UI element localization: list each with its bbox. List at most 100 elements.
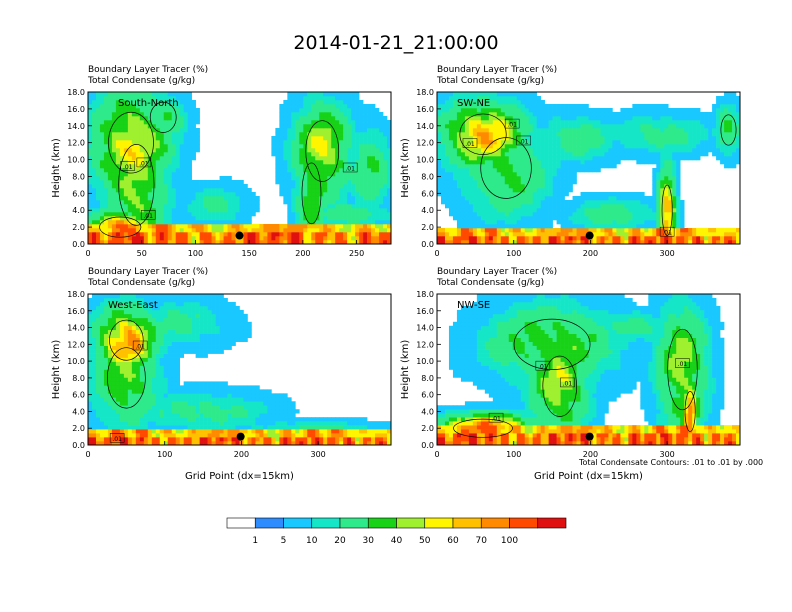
heatmap-cell <box>135 204 141 209</box>
heatmap-cell <box>307 136 312 141</box>
heatmap-cell <box>660 120 665 125</box>
heatmap-cell <box>460 212 466 217</box>
heatmap-cell <box>584 240 589 245</box>
heatmap-cell <box>568 232 573 237</box>
heatmap-cell <box>339 180 344 185</box>
heatmap-cell <box>668 136 673 141</box>
heatmap-cell <box>187 204 192 209</box>
heatmap-cell <box>456 204 462 209</box>
heatmap-cell <box>588 144 593 149</box>
heatmap-cell <box>347 120 352 125</box>
heatmap-cell <box>203 232 208 237</box>
heatmap-cell <box>672 172 677 177</box>
heatmap-cell <box>636 148 641 153</box>
heatmap-cell <box>223 184 228 189</box>
heatmap-cell <box>359 132 364 137</box>
heatmap-cell <box>584 160 589 165</box>
heatmap-cell <box>175 168 180 173</box>
heatmap-cell <box>540 132 545 137</box>
heatmap-cell <box>371 144 376 149</box>
heatmap-cell <box>375 156 380 161</box>
heatmap-cell <box>287 128 292 133</box>
heatmap-cell <box>712 240 717 245</box>
heatmap-cell <box>115 144 121 149</box>
heatmap-cell <box>351 92 356 97</box>
heatmap-cell <box>488 232 494 237</box>
heatmap-cell <box>496 184 502 189</box>
heatmap-cell <box>151 196 157 201</box>
heatmap-cell <box>307 204 312 209</box>
heatmap-cell <box>187 148 192 153</box>
heatmap-cell <box>347 160 352 165</box>
heatmap-cell <box>632 136 637 141</box>
heatmap-cell <box>299 192 304 197</box>
heatmap-cell <box>444 232 450 237</box>
heatmap-cell <box>171 152 177 157</box>
heatmap-cell <box>287 104 292 109</box>
heatmap-cell <box>171 148 177 153</box>
heatmap-cell <box>492 228 498 233</box>
heatmap-cell <box>504 124 510 129</box>
heatmap-cell <box>287 188 292 193</box>
heatmap-cell <box>668 168 673 173</box>
heatmap-cell <box>476 184 482 189</box>
heatmap-cell <box>203 192 208 197</box>
heatmap-cell <box>484 124 490 129</box>
y-tick-label: 16.0 <box>416 105 434 114</box>
heatmap-cell <box>143 160 149 165</box>
heatmap-cell <box>199 208 204 213</box>
heatmap-cell <box>311 100 316 105</box>
heatmap-cell <box>283 148 288 153</box>
heatmap-cell <box>123 433 129 438</box>
heatmap-cell <box>123 441 129 446</box>
heatmap-cell <box>355 100 360 105</box>
heatmap-cell <box>480 208 486 213</box>
heatmap-cell <box>508 188 514 193</box>
heatmap-cell <box>500 100 506 105</box>
heatmap-cell <box>175 204 180 209</box>
heatmap-cell <box>287 232 292 237</box>
heatmap-cell <box>520 172 526 177</box>
heatmap-cell <box>660 188 665 193</box>
heatmap-cell <box>88 144 93 149</box>
heatmap-cell <box>536 220 541 225</box>
heatmap-cell <box>287 152 292 157</box>
heatmap-cell <box>568 188 573 193</box>
heatmap-cell <box>652 156 657 161</box>
heatmap-cell <box>492 132 498 137</box>
heatmap-cell <box>335 437 340 442</box>
heatmap-cell <box>584 128 589 133</box>
heatmap-cell <box>636 228 641 233</box>
heatmap-cell <box>351 172 356 177</box>
heatmap-cell <box>476 220 482 225</box>
heatmap-cell <box>175 108 180 113</box>
heatmap-cell <box>440 120 446 125</box>
heatmap-cell <box>311 172 316 177</box>
heatmap-cell <box>736 144 741 149</box>
heatmap-cell <box>295 224 300 229</box>
heatmap-cell <box>191 108 196 113</box>
heatmap-cell <box>652 232 657 237</box>
heatmap-cell <box>167 437 173 442</box>
heatmap-cell <box>456 224 462 229</box>
heatmap-cell <box>167 164 173 169</box>
heatmap-cell <box>620 128 625 133</box>
heatmap-cell <box>127 441 133 446</box>
heatmap-cell <box>191 224 196 229</box>
heatmap-cell <box>596 144 601 149</box>
heatmap-cell <box>283 192 288 197</box>
heatmap-cell <box>139 116 145 121</box>
heatmap-cell <box>437 240 442 245</box>
heatmap-cell <box>115 96 121 101</box>
heatmap-cell <box>91 168 97 173</box>
heatmap-cell <box>720 112 725 117</box>
heatmap-cell <box>363 168 368 173</box>
heatmap-cell <box>544 164 549 169</box>
heatmap-cell <box>568 136 573 141</box>
heatmap-cell <box>88 220 93 225</box>
heatmap-cell <box>532 156 537 161</box>
heatmap-cell <box>456 188 462 193</box>
heatmap-cell <box>199 188 204 193</box>
heatmap-cell <box>343 148 348 153</box>
heatmap-cell <box>375 112 380 117</box>
